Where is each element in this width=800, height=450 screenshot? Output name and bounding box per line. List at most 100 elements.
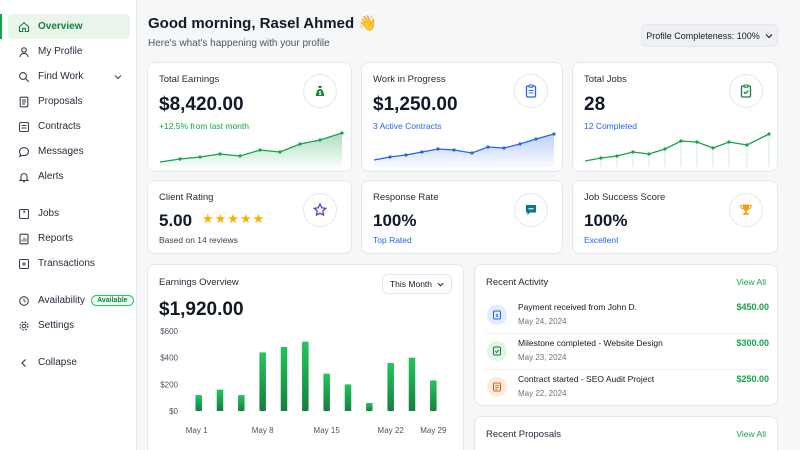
- client-rating-card: Client Rating 5.00 ★★★★★ Based on 14 rev…: [147, 180, 352, 254]
- sidebar-item-label: Overview: [38, 21, 83, 32]
- card-title: Total Earnings: [159, 74, 220, 85]
- earnings-overview-card: Earnings Overview This Month $1,920.00 $…: [147, 264, 464, 450]
- trophy-icon: [729, 193, 763, 227]
- sidebar-item-proposals[interactable]: Proposals: [0, 89, 136, 114]
- view-all-proposals-link[interactable]: View All: [736, 429, 766, 439]
- response-rate-card: Response Rate 100% Top Rated: [361, 180, 563, 254]
- contract-icon: [487, 377, 507, 397]
- card-title: Work in Progress: [373, 74, 446, 85]
- total-jobs-card: Total Jobs 28 12 Completed: [572, 62, 778, 172]
- sidebar-item-settings[interactable]: Settings: [0, 313, 136, 338]
- activity-item[interactable]: Milestone completed - Website Design May…: [485, 337, 769, 373]
- card-value: 5.00: [159, 211, 193, 230]
- rating-stars: ★★★★★: [202, 211, 266, 226]
- contract-icon: [18, 121, 30, 133]
- chart-bar[interactable]: [195, 395, 202, 411]
- chart-bar[interactable]: [302, 341, 309, 411]
- y-tick-label: $600: [160, 327, 178, 336]
- sidebar-item-contracts[interactable]: Contracts: [0, 114, 136, 139]
- job-success-card: Job Success Score 100% Excellent: [572, 180, 778, 254]
- sidebar-item-label: Collapse: [38, 357, 77, 368]
- card-value: $1,250.00: [373, 94, 458, 115]
- sidebar-item-find-work[interactable]: Find Work: [0, 64, 136, 89]
- card-title: Job Success Score: [584, 192, 666, 203]
- recent-proposals-card: Recent Proposals View All: [474, 416, 778, 450]
- chart-bar[interactable]: [366, 403, 373, 411]
- sidebar-item-alerts[interactable]: Alerts: [0, 164, 136, 189]
- page-title: Good morning, Rasel Ahmed 👋: [148, 15, 377, 32]
- home-icon: [18, 21, 30, 33]
- y-tick-label: $400: [160, 354, 178, 363]
- period-select-value: This Month: [389, 279, 433, 289]
- chevron-down-icon: [437, 282, 444, 286]
- activity-amount: $450.00: [736, 302, 769, 312]
- activity-title: Payment received from John D.: [518, 302, 638, 312]
- chat-icon: [514, 193, 548, 227]
- card-subtext[interactable]: 3 Active Contracts: [373, 121, 442, 131]
- wip-sparkline: [373, 132, 556, 167]
- sidebar-item-jobs[interactable]: Jobs: [0, 201, 136, 226]
- availability-status-badge[interactable]: Available: [91, 295, 134, 306]
- chart-bar[interactable]: [344, 384, 352, 411]
- milestone-icon: [487, 341, 507, 361]
- sidebar-item-label: Jobs: [38, 208, 60, 219]
- sidebar-item-label: Find Work: [38, 71, 84, 82]
- y-tick-label: $200: [160, 380, 178, 389]
- earnings-bar-chart: $600 $400 $200 $0 May 1 May 8 May 15 May 22 May …: [160, 327, 447, 435]
- sidebar-item-messages[interactable]: Messages: [0, 139, 136, 164]
- chart-bar[interactable]: [387, 363, 394, 411]
- x-tick-label: May 1: [186, 426, 208, 435]
- activity-title: Milestone completed - Website Design: [518, 338, 663, 348]
- profile-completeness-dropdown[interactable]: Profile Completeness: 100%: [641, 24, 778, 47]
- sidebar-item-label: Contracts: [38, 121, 81, 132]
- clipboard-icon: [514, 74, 548, 108]
- availability-icon: [18, 295, 30, 307]
- card-title: Total Jobs: [584, 74, 627, 85]
- sidebar-item-my-profile[interactable]: My Profile: [0, 39, 136, 64]
- chevron-down-icon: [765, 33, 773, 38]
- sidebar-item-label: Alerts: [38, 171, 64, 182]
- chart-bar[interactable]: [280, 347, 288, 411]
- card-subtext: +12.5% from last month: [159, 121, 250, 131]
- payment-icon: $: [487, 305, 507, 325]
- chart-bar[interactable]: [430, 380, 437, 411]
- sidebar-item-label: Messages: [38, 146, 84, 157]
- clipboard-check-icon: [729, 74, 763, 108]
- card-value: $8,420.00: [159, 94, 244, 115]
- y-tick-label: $0: [169, 407, 178, 416]
- reports-icon: [18, 233, 30, 245]
- page-subtitle: Here's what's happening with your profil…: [148, 38, 330, 49]
- sidebar-item-label: Availability: [38, 295, 86, 306]
- activity-item[interactable]: $ Payment received from John D. May 24, …: [485, 301, 769, 337]
- chart-bar[interactable]: [323, 373, 330, 411]
- activity-date: May 24, 2024: [518, 317, 567, 326]
- sidebar-collapse-button[interactable]: Collapse: [0, 350, 136, 375]
- activity-item[interactable]: Contract started - SEO Audit Project May…: [485, 373, 769, 409]
- svg-text:$: $: [319, 91, 322, 97]
- transactions-icon: [18, 258, 30, 270]
- profile-icon: [18, 46, 30, 58]
- card-subtext: Excellent: [584, 235, 619, 245]
- sidebar-item-availability[interactable]: Availability Available: [0, 288, 136, 313]
- card-subtext: Based on 14 reviews: [159, 235, 238, 245]
- sidebar-item-transactions[interactable]: Transactions: [0, 251, 136, 276]
- chart-bar[interactable]: [238, 395, 245, 411]
- work-in-progress-card: Work in Progress $1,250.00 3 Active Cont…: [361, 62, 563, 172]
- view-all-activity-link[interactable]: View All: [736, 277, 766, 287]
- card-subtext[interactable]: 12 Completed: [584, 121, 637, 131]
- section-title: Earnings Overview: [159, 277, 239, 288]
- chart-bar[interactable]: [259, 352, 266, 411]
- activity-date: May 23, 2024: [518, 353, 567, 362]
- sidebar-item-reports[interactable]: Reports: [0, 226, 136, 251]
- section-title: Recent Activity: [486, 277, 549, 288]
- sidebar-item-overview[interactable]: Overview: [0, 14, 130, 39]
- search-icon: [18, 71, 30, 83]
- chart-bar[interactable]: [408, 357, 416, 411]
- period-select[interactable]: This Month: [382, 274, 452, 294]
- earnings-sparkline: [159, 131, 344, 167]
- card-title: Client Rating: [159, 192, 214, 203]
- gear-icon: [18, 320, 30, 332]
- chart-bar[interactable]: [216, 389, 224, 411]
- activity-amount: $300.00: [736, 338, 769, 348]
- x-tick-label: May 22: [378, 426, 405, 435]
